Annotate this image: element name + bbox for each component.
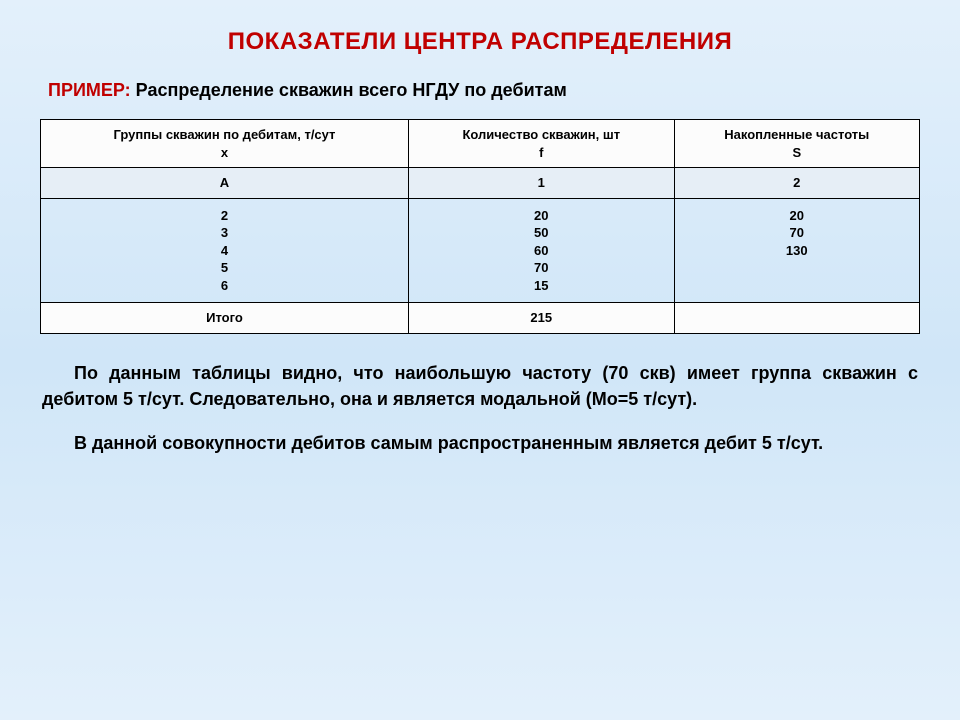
cell-total-s — [674, 303, 919, 334]
subtitle-label: ПРИМЕР: — [48, 80, 131, 100]
col-header-f: Количество скважин, шт f — [408, 120, 674, 168]
table-row: А 1 2 — [41, 168, 920, 199]
example-subtitle: ПРИМЕР: Распределение скважин всего НГДУ… — [48, 80, 920, 101]
table-header-row: Группы скважин по дебитам, т/сут x Колич… — [41, 120, 920, 168]
cell-a-s: 2 — [674, 168, 919, 199]
subtitle-text: Распределение скважин всего НГДУ по деби… — [136, 80, 567, 100]
cell-data-s: 20 70 130 — [674, 198, 919, 303]
cell-total-label: Итого — [41, 303, 409, 334]
analysis-paragraph-1: По данным таблицы видно, что наибольшую … — [40, 360, 920, 412]
table-row: Итого 215 — [41, 303, 920, 334]
col-header-s: Накопленные частоты S — [674, 120, 919, 168]
cell-a-x: А — [41, 168, 409, 199]
col-header-x: Группы скважин по дебитам, т/сут x — [41, 120, 409, 168]
cell-a-f: 1 — [408, 168, 674, 199]
distribution-table: Группы скважин по дебитам, т/сут x Колич… — [40, 119, 920, 334]
cell-total-f: 215 — [408, 303, 674, 334]
analysis-paragraph-2: В данной совокупности дебитов самым расп… — [40, 430, 920, 456]
page-title: ПОКАЗАТЕЛИ ЦЕНТРА РАСПРЕДЕЛЕНИЯ — [40, 28, 920, 56]
cell-data-x: 2 3 4 5 6 — [41, 198, 409, 303]
table-row: 2 3 4 5 6 20 50 60 70 15 20 70 130 — [41, 198, 920, 303]
cell-data-f: 20 50 60 70 15 — [408, 198, 674, 303]
